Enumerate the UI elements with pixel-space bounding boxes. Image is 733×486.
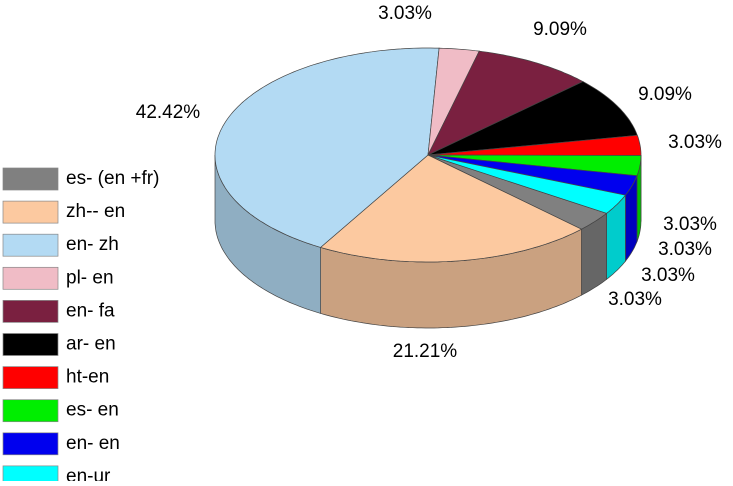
legend-swatch: [2, 333, 59, 356]
legend-swatch: [2, 300, 59, 323]
legend-label: zh-- en: [66, 201, 125, 222]
value-label: 42.42%: [136, 102, 201, 123]
legend-label: en- fa: [66, 300, 115, 321]
legend-label: en-ur: [66, 466, 111, 481]
legend-swatch: [2, 465, 59, 486]
slice: [427, 154, 608, 230]
value-label: 9.09%: [533, 19, 587, 40]
legend-label: pl- en: [66, 267, 114, 288]
legend-label: ar- en: [66, 334, 116, 355]
legend-swatch: [2, 432, 59, 456]
legend-swatch: [2, 266, 59, 290]
slice: [427, 154, 638, 196]
legend-swatch: [2, 167, 59, 191]
legend-label: ht-en: [66, 367, 109, 388]
slice: [427, 154, 627, 214]
value-label: 3.03%: [663, 214, 717, 235]
legend-swatch: [2, 399, 59, 423]
slice: [427, 134, 642, 156]
legend-swatch: [2, 200, 59, 224]
legend-swatch: [2, 233, 59, 257]
value-label: 3.03%: [658, 239, 712, 260]
value-label: 21.21%: [393, 341, 458, 362]
value-label: 3.03%: [378, 3, 432, 24]
legend-label: en- en: [66, 433, 120, 454]
value-label: 3.03%: [668, 132, 722, 153]
slice: [319, 154, 583, 263]
slice: [214, 47, 440, 248]
slice: [427, 81, 638, 156]
slice: [427, 50, 584, 156]
legend-label: es- en: [66, 400, 119, 421]
value-label: 3.03%: [641, 265, 695, 286]
legend-label: es- (en +fr): [66, 168, 159, 189]
legend-swatch: [2, 366, 59, 389]
value-label: 3.03%: [608, 289, 662, 310]
value-label: 9.09%: [638, 84, 692, 105]
legend-label: en- zh: [66, 234, 119, 255]
